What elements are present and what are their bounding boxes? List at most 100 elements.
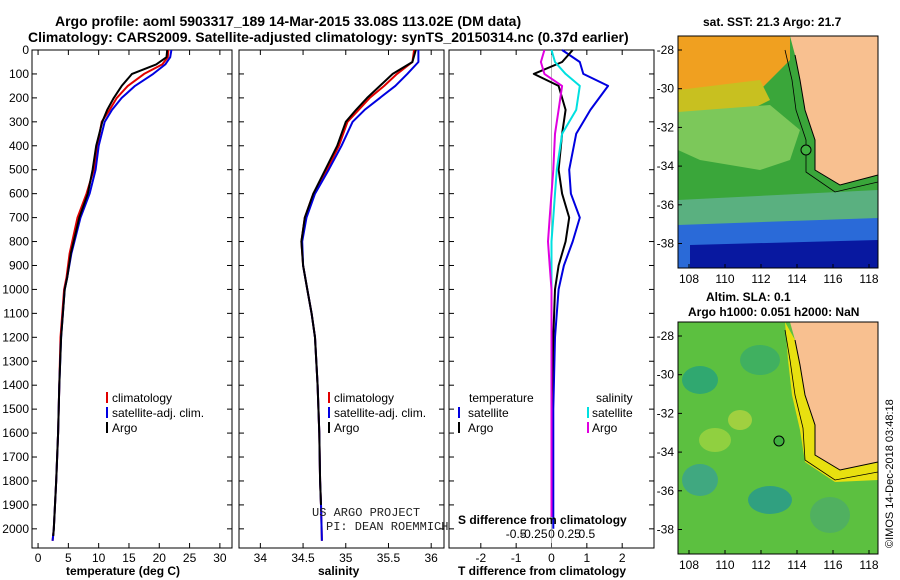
x-tick-label: -2 [475,551,486,565]
top-tick-label: 0.5 [579,527,596,541]
x-tick-label: 0 [35,551,42,565]
title-line-1: Argo profile: aoml 5903317_189 14-Mar-20… [55,13,521,29]
y-tick-label: 1900 [2,498,29,512]
x-tick-label: 35 [339,551,353,565]
series-satellite-adj-clim- [51,49,173,541]
map-top-frame [677,35,879,269]
legend-swatch-argo [106,422,108,433]
difference-xlabel-top: S difference from climatology [458,513,627,527]
y-tick-label: 1800 [2,474,29,488]
map-x-tick-label: 114 [787,272,806,286]
legend-temperature-title: temperature [469,391,534,405]
map-x-tick-label: 112 [751,558,770,572]
y-tick-label: 1700 [2,450,29,464]
map-bottom-isobath [784,329,878,481]
salinity-panel-frame [238,49,445,549]
top-tick-label: -0.5 [506,527,527,541]
y-tick-label: 2000 [2,522,29,536]
salinity-xlabel: salinity [318,564,360,578]
map-bottom-eddy [682,366,718,394]
credit-line-1: US ARGO PROJECT [312,506,420,520]
x-tick-label: 15 [122,551,136,565]
y-tick-label: 1200 [2,330,29,344]
map-y-tick-label: -30 [657,82,675,96]
map-top-land [790,36,878,185]
temperature-legend: climatology satellite-adj. clim. Argo [106,391,204,435]
imos-label: ©IMOS 14-Dec-2018 03:48:18 [884,399,896,548]
map-bottom-eddy [748,486,792,514]
map-bottom-frame [677,321,879,555]
y-tick-label: 1000 [2,282,29,296]
map-bottom-land [790,322,878,470]
map-x-tick-label: 108 [679,272,699,286]
map-bottom-title-1: Altim. SLA: 0.1 [706,290,791,304]
map-ticks: 108 110 112 114 116 118 -28 -30 -32 -34 -36 -38 108 1… [657,43,879,572]
map-x-tick-label: 116 [823,272,842,286]
series-argo [300,49,417,505]
map-top-light-green [678,105,800,170]
difference-legend: temperature satellite Argo salinity sate… [458,391,633,435]
y-tick-label: 1500 [2,402,29,416]
map-x-tick-label: 108 [679,558,699,572]
x-tick-label: -1 [511,551,522,565]
x-tick-label: 10 [92,551,106,565]
x-tick-label: 5 [65,551,72,565]
series-argo [52,49,169,537]
map-x-tick-label: 114 [787,558,806,572]
difference-xlabel: T difference from climatology [458,564,626,578]
map-y-tick-label: -36 [657,484,675,498]
map-bottom-eddy [728,410,752,430]
series-climatology [51,49,170,541]
x-tick-label: 35.5 [377,551,401,565]
y-tick-label: 1600 [2,426,29,440]
y-tick-label: 700 [9,211,29,225]
legend-swatch-t-satellite [458,407,460,418]
y-tick-label: 600 [9,187,29,201]
top-tick-label: -0.25 [520,527,548,541]
legend-s-satellite: satellite [592,406,633,420]
map-y-tick-label: -32 [657,120,675,134]
axis-ticks: 0 5 10 15 20 25 300100200300400500600700800900… [2,43,654,565]
x-tick-label: 0 [548,551,555,565]
map-y-tick-label: -28 [657,329,675,343]
legend-argo: Argo [334,421,360,435]
temperature-xlabel: temperature (deg C) [66,564,180,578]
y-tick-label: 200 [9,91,29,105]
map-top [677,35,879,269]
title-line-2: Climatology: CARS2009. Satellite-adjuste… [28,29,629,45]
y-tick-label: 1100 [3,306,29,320]
legend-swatch-satellite [106,407,108,418]
salinity-legend: climatology satellite-adj. clim. Argo [328,391,426,435]
map-bottom-argo-position [773,435,785,447]
map-bottom-eddy [682,464,718,496]
y-tick-label: 1300 [2,354,29,368]
map-y-tick-label: -38 [657,523,675,537]
y-tick-label: 100 [9,67,29,81]
map-y-tick-label: -32 [657,406,675,420]
legend-t-satellite: satellite [468,406,509,420]
map-y-tick-label: -36 [657,198,675,212]
map-top-argo-position [800,144,812,156]
y-tick-label: 300 [9,115,29,129]
map-top-coldest-region [690,240,878,268]
legend-t-argo: Argo [468,421,494,435]
legend-salinity-title: salinity [596,391,633,405]
map-x-tick-label: 116 [823,558,842,572]
y-tick-label: 900 [9,258,29,272]
legend-swatch-climatology [106,392,108,403]
x-tick-label: 34.5 [291,551,315,565]
top-tick-label: 0.25 [557,527,581,541]
y-tick-label: 800 [9,235,29,249]
legend-swatch-s-argo [587,422,589,433]
y-tick-label: 1400 [2,378,29,392]
legend-swatch-argo [328,422,330,433]
map-x-tick-label: 112 [751,272,770,286]
map-bottom-title-2: Argo h1000: 0.051 h2000: NaN [688,305,859,319]
x-tick-label: 34 [254,551,268,565]
temperature-panel-frame [31,49,233,549]
map-y-tick-label: -38 [657,237,675,251]
legend-satellite: satellite-adj. clim. [112,406,204,420]
series-s-argo [539,49,564,517]
x-tick-label: 1 [584,551,591,565]
